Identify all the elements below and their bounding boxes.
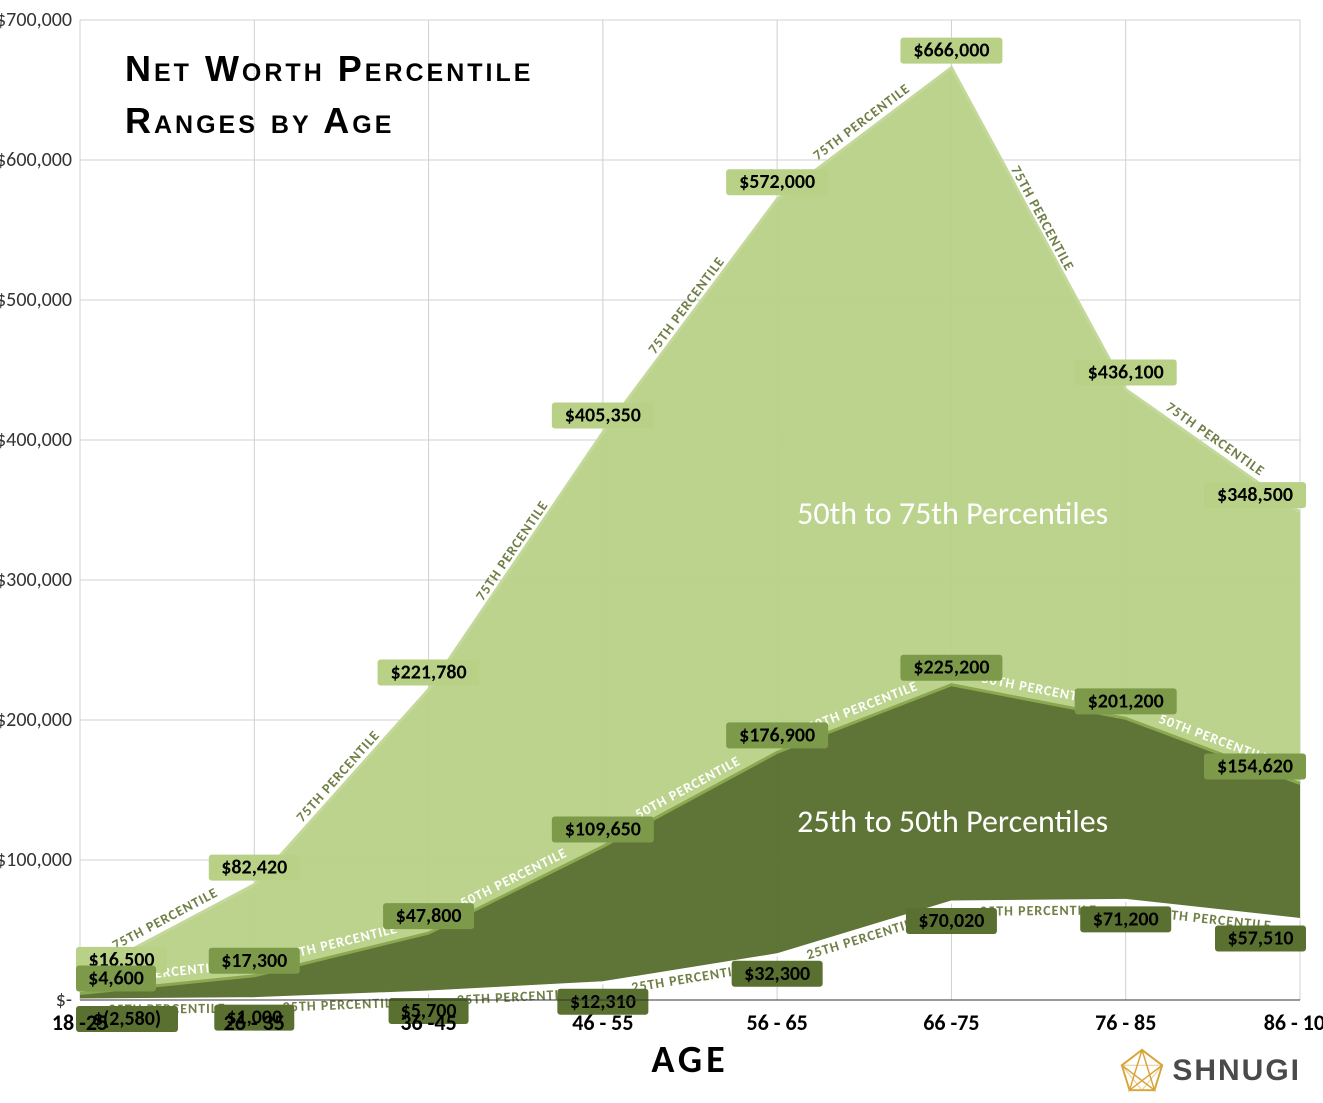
- y-tick-label: $600,000: [0, 148, 72, 172]
- value-label-p25: $32,300: [744, 962, 810, 986]
- value-label-p25: $57,510: [1228, 926, 1294, 950]
- area-chart: $-$100,000$200,000$300,000$400,000$500,0…: [0, 0, 1323, 1103]
- value-tag-p50: $176,900: [726, 722, 828, 748]
- value-label-p75: $82,420: [221, 856, 287, 880]
- y-tick-label: $200,000: [0, 708, 72, 732]
- value-tag-p75: $348,500: [1204, 482, 1306, 508]
- brand-mark: SHNUGI: [1118, 1047, 1301, 1095]
- value-tag-p50: $154,620: [1204, 754, 1306, 780]
- y-tick-label: $400,000: [0, 428, 72, 452]
- x-category: 86 - 100: [1264, 1009, 1323, 1036]
- value-label-p75: $405,350: [565, 404, 641, 428]
- value-tag-p75: $221,780: [378, 660, 480, 686]
- value-label-p50: $109,650: [565, 817, 641, 841]
- value-tag-p75: $666,000: [900, 38, 1002, 64]
- value-tag-p75: $82,420: [209, 855, 300, 881]
- value-label-p75: $666,000: [913, 39, 989, 63]
- along-label-p25: 25TH PERCENTILE: [980, 902, 1097, 920]
- y-tick-label: $500,000: [0, 288, 72, 312]
- x-category: 46 - 55: [572, 1009, 633, 1036]
- value-label-p50: $176,900: [739, 723, 815, 747]
- value-label-p50: $154,620: [1217, 755, 1293, 779]
- chart-title-line1: Net Worth Percentile: [125, 48, 533, 90]
- y-tick-label: $100,000: [0, 848, 72, 872]
- x-category: 36 -45: [400, 1009, 456, 1036]
- x-category: 56 - 65: [746, 1009, 807, 1036]
- value-tag-p75: $436,100: [1075, 359, 1177, 385]
- value-tag-p75: $405,350: [552, 403, 654, 429]
- value-label-p25: $70,020: [918, 909, 984, 933]
- value-label-p75: $348,500: [1217, 483, 1293, 507]
- value-tag-p50: $17,300: [209, 948, 300, 974]
- chart-container: $-$100,000$200,000$300,000$400,000$500,0…: [0, 0, 1323, 1103]
- value-tag-p50: $201,200: [1075, 688, 1177, 714]
- value-label-p75: $436,100: [1088, 360, 1164, 384]
- brand-logo-icon: [1118, 1047, 1166, 1095]
- x-axis-label: AGE: [651, 1037, 728, 1083]
- value-tag-p25: $57,510: [1215, 925, 1306, 951]
- y-tick-label: $700,000: [0, 8, 72, 32]
- value-label-p75: $221,780: [391, 661, 467, 685]
- region-label-lower: 25th to 50th Percentiles: [797, 802, 1108, 841]
- value-tag-p50: $47,800: [383, 903, 474, 929]
- along-label-p25: 25TH PERCENTILE: [282, 994, 400, 1015]
- value-label-p50: $225,200: [913, 656, 989, 680]
- value-label-p50: $4,600: [88, 967, 144, 991]
- value-tag-p25: $71,200: [1080, 906, 1171, 932]
- value-tag-p75: $572,000: [726, 169, 828, 195]
- x-category: 76 - 85: [1095, 1009, 1156, 1036]
- value-tag-p50: $225,200: [900, 655, 1002, 681]
- value-tag-p50: $109,650: [552, 816, 654, 842]
- chart-title-line2: Ranges by Age: [125, 100, 394, 142]
- value-tag-p25: $32,300: [732, 961, 823, 987]
- y-tick-label: $300,000: [0, 568, 72, 592]
- value-label-p50: $47,800: [396, 904, 462, 928]
- value-label-p25: $71,200: [1093, 907, 1159, 931]
- x-category: 26 - 35: [224, 1009, 285, 1036]
- value-tag-p50: $4,600: [76, 966, 156, 992]
- region-label-upper: 50th to 75th Percentiles: [797, 494, 1108, 533]
- value-tag-p25: $70,020: [906, 908, 997, 934]
- x-category: 66 -75: [923, 1009, 979, 1036]
- value-label-p50: $17,300: [221, 949, 287, 973]
- brand-text: SHNUGI: [1172, 1054, 1301, 1088]
- value-label-p75: $572,000: [739, 170, 815, 194]
- value-label-p50: $201,200: [1088, 689, 1164, 713]
- x-category: 18 -25: [52, 1009, 108, 1036]
